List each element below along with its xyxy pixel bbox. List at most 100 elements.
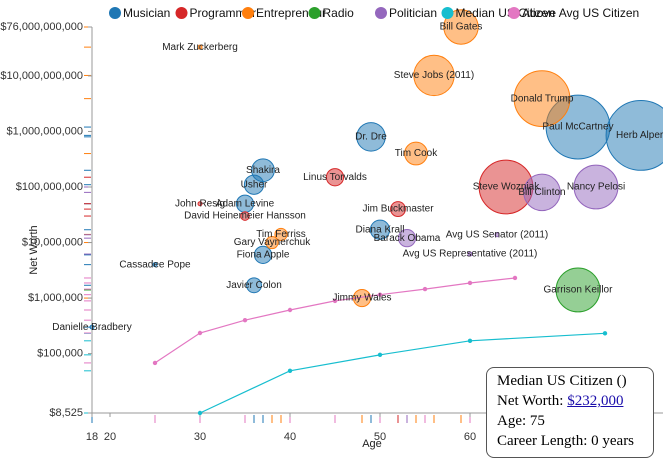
bubble [265,235,279,250]
bubble-label: Usher [241,179,268,190]
bubble-label: Nancy Pelosi [567,182,625,193]
point [467,338,473,344]
point [422,286,428,292]
bubble-label: Steve Wozniak [473,182,541,193]
bubble [197,201,203,207]
bubble [253,245,273,264]
x-axis-label: Age [362,438,382,450]
tooltip-career: Career Length: 0 years [497,433,635,449]
bubble [89,324,95,330]
bubble-label: Fiona Apple [237,249,290,260]
bubble [404,141,428,166]
bubble [274,227,288,242]
x-tick-label: 60 [464,431,476,443]
x-tick-label: 40 [284,431,296,443]
legend-swatch [308,7,321,19]
bubble-label: Steve Jobs (2011) [394,70,474,81]
bubble [523,173,561,212]
legend-label: Radio [323,6,355,20]
bubble-label: Paul McCartney [542,122,613,133]
bubble [243,174,265,195]
bubble-label: Dr. Dre [355,131,387,142]
tooltip: Median US Citizen () Net Worth: $232,000… [486,367,654,458]
tooltip-worth: Net Worth: $232,000 [497,391,643,411]
bubble-label: Linus Torvalds [303,172,367,183]
bubble-label: Adam Levine [216,198,275,209]
legend-swatch [109,7,121,19]
y-tick-label: $100,000 [37,348,83,360]
bubble [513,70,571,127]
bubble [356,122,386,152]
y-tick-label: $1,000,000,000 [7,125,83,137]
tooltip-worth-label: Net Worth: [497,393,564,409]
legend-swatch [441,7,454,19]
legend-swatch [508,7,520,19]
legend-label: Musician [123,6,170,20]
bubble [240,211,250,221]
bubble-label: Avg US Representative (2011) [403,249,538,260]
x-tick-label: 30 [194,431,206,443]
point [197,330,203,336]
y-tick-label: $76,000,000,000 [0,21,83,33]
point [242,317,248,323]
bubble [397,229,417,248]
y-tick-label: $100,000,000 [16,181,83,193]
bubble-label: Tim Cook [395,148,438,159]
bubble [325,168,345,187]
point [377,292,383,297]
point [287,307,293,313]
bubble-label: Gary Vaynerchuk [234,237,312,248]
tooltip-age: Age: 75 [497,413,545,429]
bubble-label: Bill Gates [440,22,483,33]
bubble [605,99,663,171]
bubble [467,251,473,257]
bubble [369,219,391,240]
legend-swatch [375,7,387,19]
bubble-label: Javier Colon [226,280,282,291]
bubble-label: Herb Alpert [616,130,663,141]
bubble-label: Danielle Bradbery [52,322,132,333]
legend-swatch [175,7,188,19]
y-tick-label: $8,525 [49,407,83,419]
point [602,331,608,336]
bubble-label: Jim Buckmaster [362,204,434,215]
bubble-label: Jimmy Wales [332,293,391,304]
legend-label: Median US Citizen [456,6,555,20]
bubble [246,277,262,294]
bubble [443,9,479,45]
point [467,280,473,286]
bubble-label: Tim Ferriss [256,229,306,240]
bubble-label: Barack Obama [374,233,441,244]
bubble-label: John Resig [175,198,225,209]
legend-swatch [242,7,254,19]
bubble [494,232,500,238]
point [287,368,293,374]
point [197,410,203,416]
bubble [152,262,158,268]
legend-label: Programmer [190,6,257,20]
legend-label: Above Avg US Citizen [522,6,639,20]
legend-label: Politician [389,6,437,20]
legend-label: Entrepreneur [256,6,326,20]
y-tick-label: $10,000,000,000 [0,70,83,82]
bubble-label: Mark Zuckerberg [162,42,238,53]
series-line [154,277,516,364]
point [377,352,383,358]
point [332,298,338,304]
point [512,275,518,281]
bubble [413,54,455,97]
tooltip-worth-link[interactable]: $232,000 [567,393,624,409]
bubble-label: David Heinemeier Hansson [184,211,306,222]
x-tick-label: 20 [104,431,116,443]
bubble-label: Garrison Keillor [544,285,614,296]
y-tick-label: $1,000,000 [28,292,83,304]
bubble-label: Donald Trump [511,93,574,104]
x-tick-label: 50 [374,431,386,443]
y-axis-label: Net Worth [28,225,40,274]
bubble-label: Shakira [246,165,280,176]
bubble-label: Diana Krall [356,224,405,235]
bubble-label: Cassadee Pope [119,259,191,270]
bubble [390,201,406,218]
